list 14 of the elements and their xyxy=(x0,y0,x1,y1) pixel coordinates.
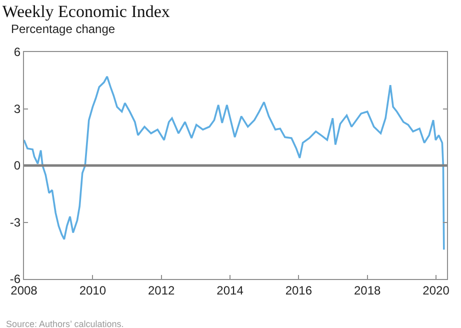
source-note: Source: Authors’ calculations. xyxy=(6,319,124,328)
x-tick-label: 2018 xyxy=(354,283,382,298)
y-axis-title: Percentage change xyxy=(11,22,116,36)
x-tick-label: 2016 xyxy=(285,283,312,298)
x-tick-label: 2010 xyxy=(79,283,106,298)
x-tick-label: 2020 xyxy=(422,283,450,298)
chart-title: Weekly Economic Index xyxy=(2,2,170,21)
y-tick-label: 0 xyxy=(14,158,21,173)
y-tick-label: -3 xyxy=(10,215,21,230)
line-series xyxy=(24,76,445,251)
x-tick-label: 2012 xyxy=(148,283,176,298)
x-tick-label: 2014 xyxy=(216,283,244,298)
y-tick-label: 6 xyxy=(14,45,21,60)
y-tick-label: 3 xyxy=(14,102,21,116)
